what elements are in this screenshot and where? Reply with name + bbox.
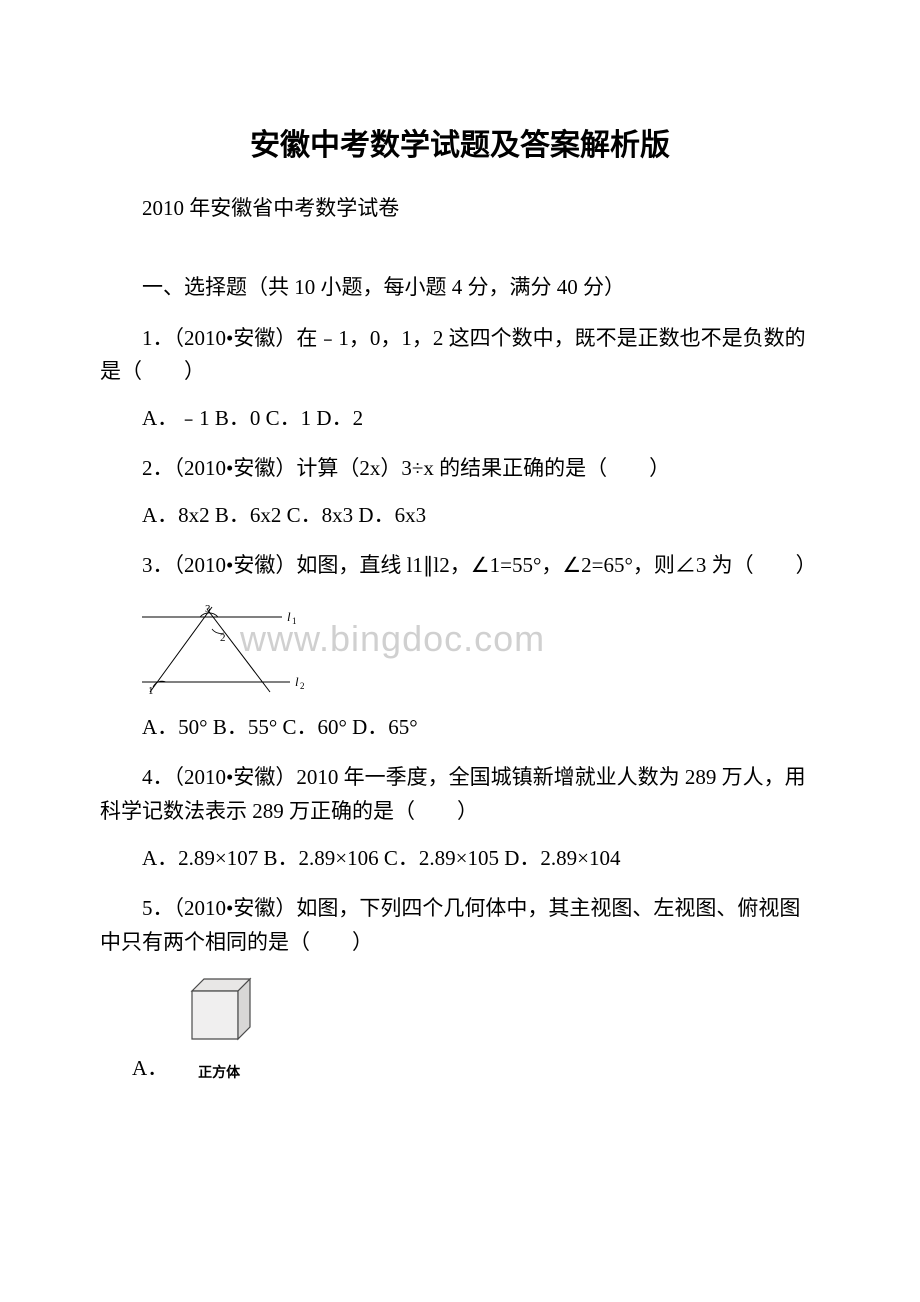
q4-stem: 4．（2010•安徽）2010 年一季度，全国城镇新增就业人数为 289 万人，…	[100, 761, 820, 828]
q2-options: A．8x2 B．6x2 C．8x3 D．6x3	[100, 500, 820, 532]
q1-options: A．﹣1 B．0 C．1 D．2	[100, 403, 820, 435]
svg-text:2: 2	[300, 681, 305, 691]
l2-label: l	[295, 674, 299, 689]
q2-stem: 2．（2010•安徽）计算（2x）3÷x 的结果正确的是（ ）	[100, 452, 820, 486]
cube-svg	[180, 973, 258, 1053]
q3-stem: 3．（2010•安徽）如图，直线 l1∥l2，∠1=55°，∠2=65°，则∠3…	[100, 549, 820, 583]
q5-option-a: A． 正方体	[132, 973, 820, 1082]
page-content: 安徽中考数学试题及答案解析版 2010 年安徽省中考数学试卷 一、选择题（共 1…	[100, 120, 820, 1082]
svg-text:1: 1	[292, 616, 297, 626]
subtitle-text: 2010 年安徽省中考数学试卷	[100, 192, 820, 222]
angle3-label: 3	[205, 603, 211, 615]
parallel-lines-triangle-svg: 3 2 1 l 1 l 2	[132, 597, 322, 697]
cube-figure: 正方体	[180, 973, 258, 1082]
q3-diagram: 3 2 1 l 1 l 2	[132, 597, 820, 702]
q1-stem: 1．（2010•安徽）在﹣1，0，1，2 这四个数中，既不是正数也不是负数的是（…	[100, 322, 820, 389]
angle1-label: 1	[148, 685, 154, 697]
angle2-label: 2	[220, 632, 226, 644]
cube-caption: 正方体	[180, 1062, 258, 1082]
q5-stem: 5．（2010•安徽）如图，下列四个几何体中，其主视图、左视图、俯视图中只有两个…	[100, 892, 820, 959]
q3-options: A．50° B．55° C．60° D．65°	[100, 712, 820, 744]
page-title: 安徽中考数学试题及答案解析版	[100, 120, 820, 164]
q4-options: A．2.89×107 B．2.89×106 C．2.89×105 D．2.89×…	[100, 843, 820, 875]
q5-optA-label: A．	[132, 1052, 168, 1082]
l1-label: l	[287, 609, 291, 624]
section-header: 一、选择题（共 10 小题，每小题 4 分，满分 40 分）	[100, 272, 820, 304]
